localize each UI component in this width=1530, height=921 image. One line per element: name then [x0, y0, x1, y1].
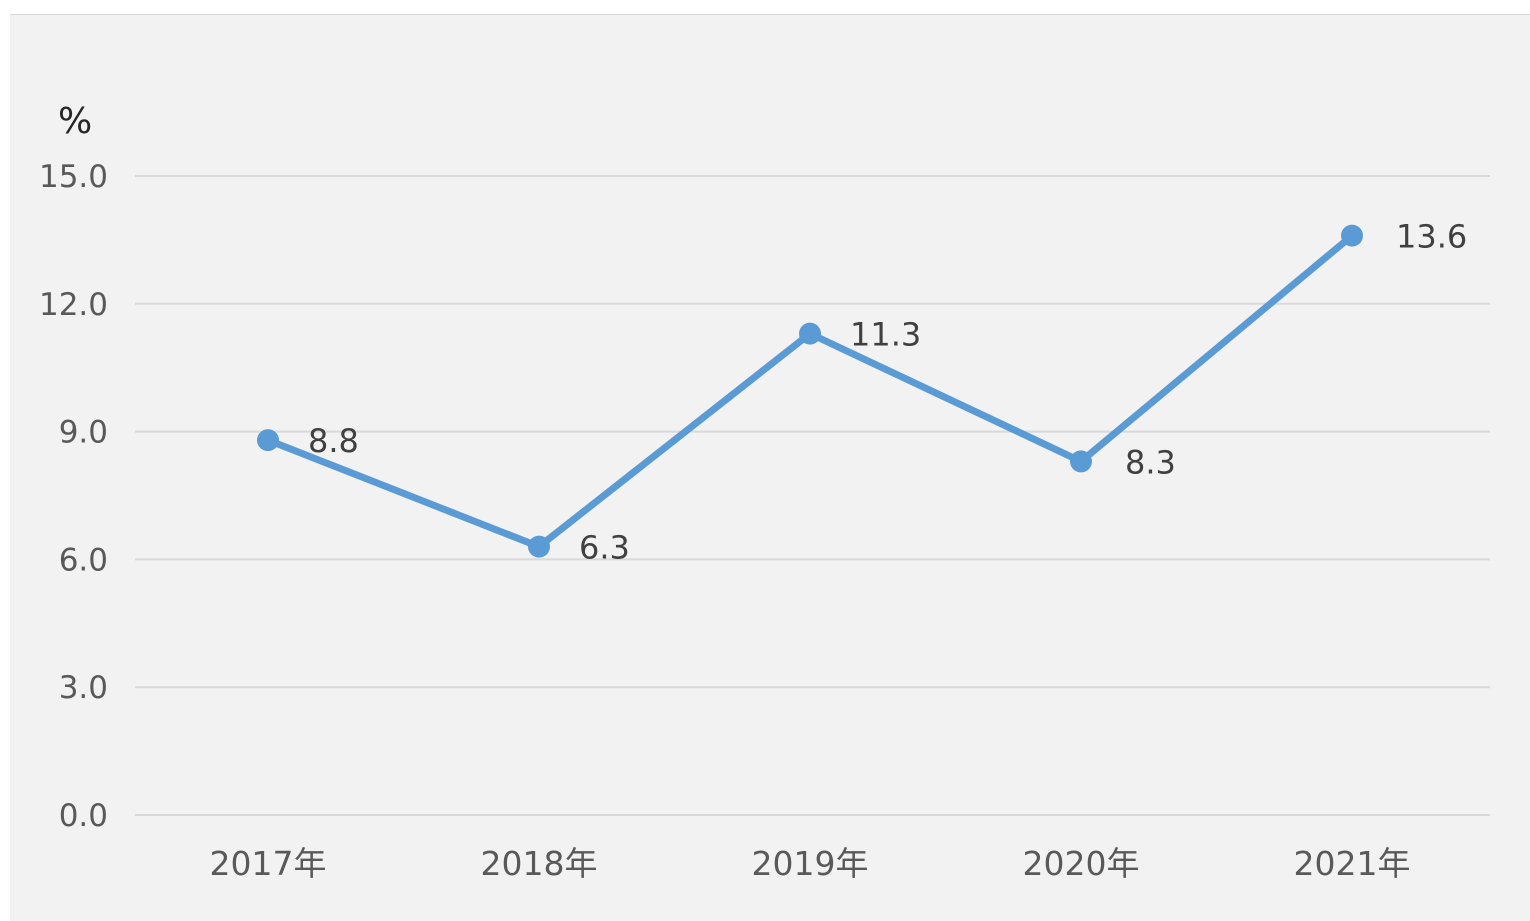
series-group — [264, 232, 1356, 551]
x-category-label-0: 2017年 — [210, 844, 327, 883]
data-label-3: 8.3 — [1125, 443, 1176, 481]
chart-background — [10, 14, 1530, 921]
data-label-4: 13.6 — [1396, 218, 1467, 256]
data-point-0 — [257, 429, 279, 452]
y-tick-label-5: 15.0 — [39, 159, 108, 195]
data-point-3 — [1070, 450, 1092, 473]
x-category-label-4: 2021年 — [1294, 844, 1411, 883]
x-axis-category-labels: 2017年 2018年 2019年 2020年 2021年 — [210, 844, 1411, 883]
x-category-label-2: 2019年 — [752, 844, 869, 883]
data-label-1: 6.3 — [579, 529, 630, 567]
data-label-0: 8.8 — [308, 422, 359, 460]
series-line-0 — [264, 232, 1356, 551]
y-tick-label-2: 6.0 — [59, 542, 108, 578]
data-point-4 — [1341, 224, 1363, 247]
y-tick-label-1: 3.0 — [59, 670, 108, 706]
y-axis-tick-labels: 0.0 3.0 6.0 9.0 12.0 15.0 — [39, 159, 108, 834]
data-point-1 — [528, 535, 550, 558]
y-tick-label-0: 0.0 — [59, 798, 108, 834]
data-label-2: 11.3 — [850, 316, 921, 354]
data-points — [257, 224, 1363, 558]
y-tick-label-3: 9.0 — [59, 415, 108, 451]
x-category-label-1: 2018年 — [481, 844, 598, 883]
x-category-label-3: 2020年 — [1023, 844, 1140, 883]
y-axis-unit-label: % — [58, 101, 92, 142]
y-tick-label-4: 12.0 — [39, 287, 108, 323]
gridlines — [135, 175, 1490, 816]
data-point-2 — [799, 322, 821, 345]
data-labels: 8.8 6.3 11.3 8.3 13.6 — [308, 218, 1467, 567]
